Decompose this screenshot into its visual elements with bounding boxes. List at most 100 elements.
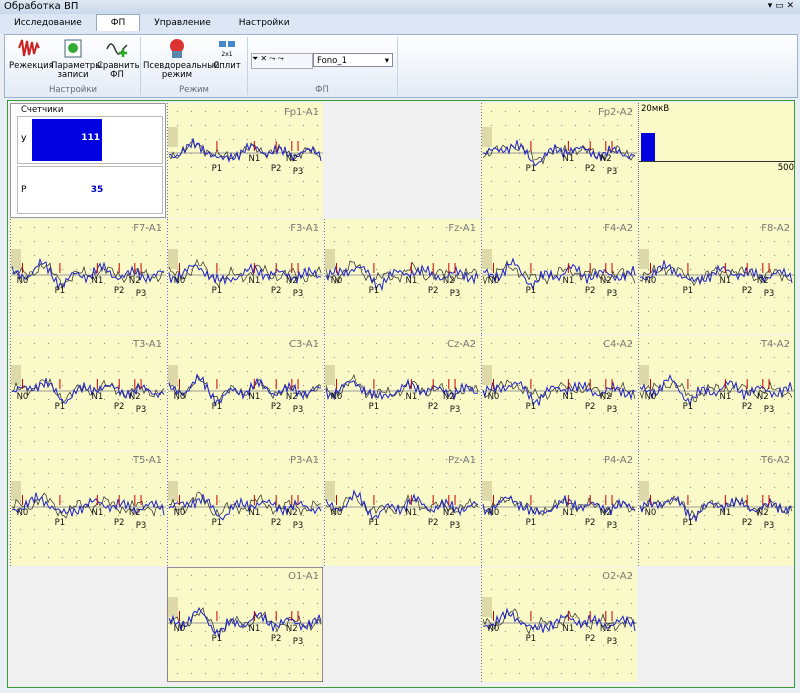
grid-dot — [575, 311, 576, 312]
grid-dot — [289, 255, 290, 256]
grid-dot — [617, 357, 618, 358]
grid-dot — [146, 459, 147, 460]
button[interactable]: Режекция — [9, 37, 54, 71]
grid-dot — [519, 459, 520, 460]
grid-dot — [617, 283, 618, 284]
grid-dot — [418, 473, 419, 474]
grid-dot — [160, 399, 161, 400]
grid-dot — [205, 241, 206, 242]
grid-dot — [132, 241, 133, 242]
grid-dot — [505, 603, 506, 604]
button[interactable]: Сравнить ФП — [97, 37, 140, 80]
grid-dot — [589, 659, 590, 660]
grid-dot — [746, 459, 747, 460]
grid-dot — [491, 645, 492, 646]
grid-dot — [547, 283, 548, 284]
grid-dot — [390, 413, 391, 414]
grid-dot — [48, 325, 49, 326]
grid-dot — [348, 311, 349, 312]
grid-dot — [648, 473, 649, 474]
grid-dot — [533, 311, 534, 312]
grid-dot — [289, 413, 290, 414]
grid-dot — [20, 357, 21, 358]
grid-dot — [390, 241, 391, 242]
waveform — [482, 607, 636, 633]
grid-dot — [732, 473, 733, 474]
grid-dot — [519, 413, 520, 414]
grid-dot — [788, 357, 789, 358]
dropdown[interactable]: Fono_1 ▾ — [313, 53, 393, 67]
grid-dot — [648, 459, 649, 460]
grid-dot — [460, 473, 461, 474]
tab[interactable]: Настройки — [238, 18, 290, 28]
grid-dot — [233, 673, 234, 674]
button[interactable]: 2x1 Сплит — [211, 37, 243, 71]
grid-dot — [617, 645, 618, 646]
grid-dot — [788, 487, 789, 488]
panel-bg — [481, 567, 637, 682]
grid-dot — [219, 385, 220, 386]
stimulus-marker — [639, 481, 649, 501]
grid-dot — [760, 255, 761, 256]
grid-dot — [704, 227, 705, 228]
grid-dot — [62, 501, 63, 502]
grid-dot — [34, 357, 35, 358]
grid-dot — [589, 255, 590, 256]
grid-dot — [275, 645, 276, 646]
peak-label: N2 — [443, 508, 455, 518]
grid-dot — [76, 473, 77, 474]
grid-dot — [247, 645, 248, 646]
tab[interactable]: Управление — [154, 18, 211, 28]
grid-dot — [460, 325, 461, 326]
grid-dot — [376, 241, 377, 242]
window-controls[interactable]: ▾ ▭ ✕ — [767, 1, 794, 11]
button[interactable]: Параметры записи — [51, 37, 102, 80]
grid-dot — [617, 181, 618, 182]
grid-dot — [603, 125, 604, 126]
grid-dot — [20, 297, 21, 298]
grid-dot — [603, 413, 604, 414]
grid-dot — [390, 343, 391, 344]
grid-dot — [746, 385, 747, 386]
button[interactable]: Псевдореальный режим — [143, 37, 219, 80]
grid-dot — [418, 255, 419, 256]
grid-dot — [732, 459, 733, 460]
grid-dot — [690, 385, 691, 386]
grid-dot — [676, 487, 677, 488]
toolbar[interactable]: ⏷✕⤳⤳ — [251, 53, 313, 69]
tab[interactable]: Исследование — [14, 18, 82, 28]
peak-label: P3 — [293, 289, 304, 299]
grid-dot — [631, 139, 632, 140]
grid-dot — [191, 125, 192, 126]
grid-dot — [746, 311, 747, 312]
grid-dot — [617, 195, 618, 196]
tab[interactable]: ФП — [95, 14, 141, 31]
grid-dot — [376, 385, 377, 386]
grid-dot — [718, 529, 719, 530]
grid-dot — [575, 269, 576, 270]
grid-dot — [589, 343, 590, 344]
grid-dot — [317, 631, 318, 632]
grid-dot — [589, 487, 590, 488]
grid-dot — [617, 227, 618, 228]
grid-dot — [289, 399, 290, 400]
